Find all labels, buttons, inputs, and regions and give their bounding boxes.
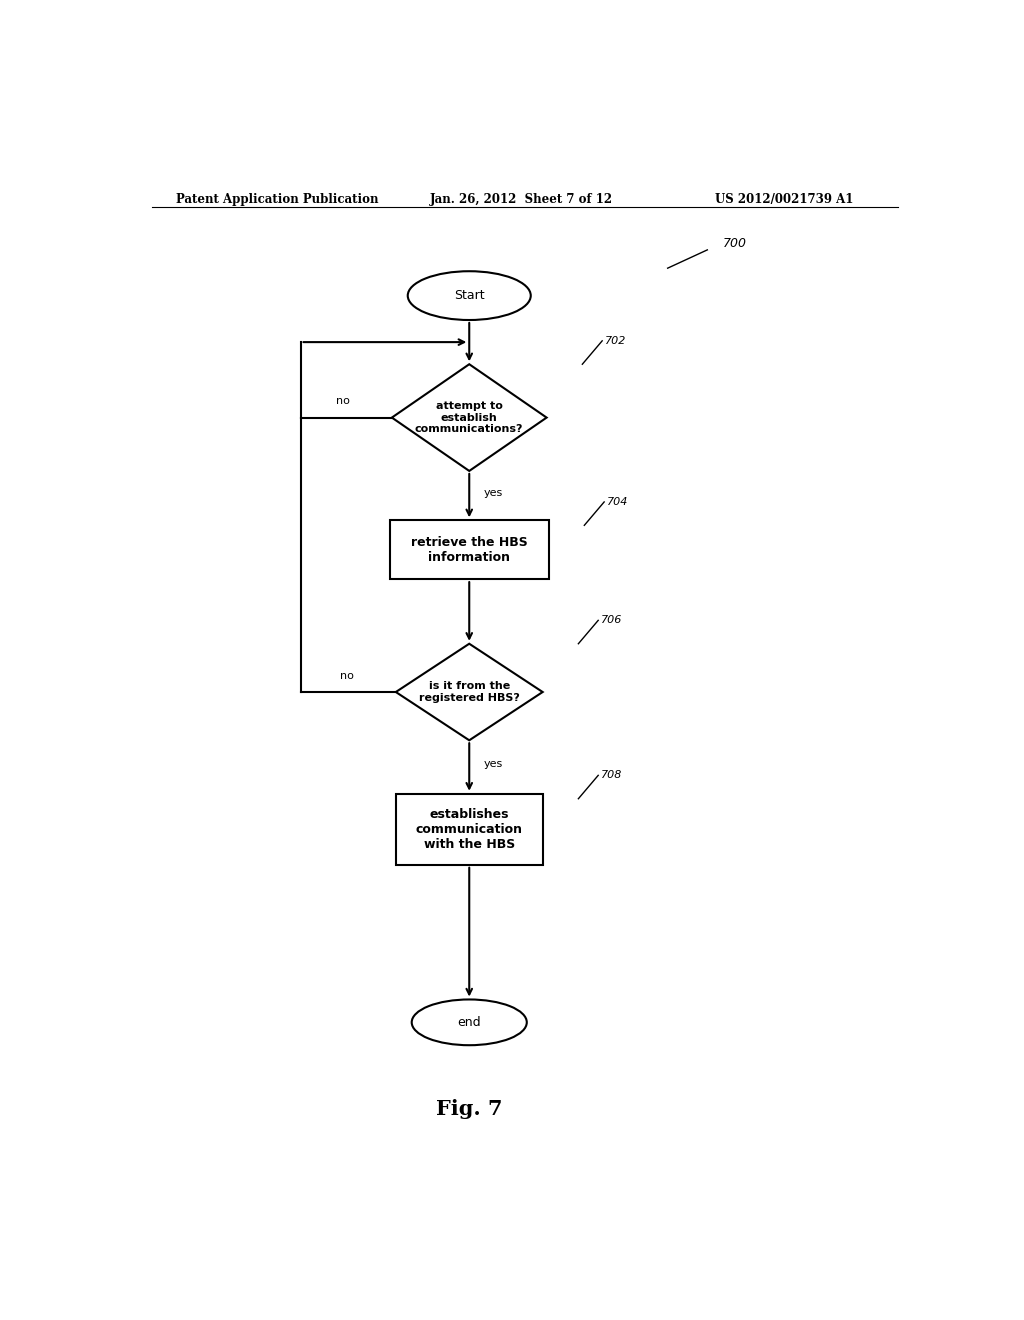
- Text: 708: 708: [601, 771, 622, 780]
- Text: no: no: [340, 671, 354, 681]
- Text: 706: 706: [601, 615, 622, 626]
- Text: retrieve the HBS
information: retrieve the HBS information: [411, 536, 527, 564]
- Text: end: end: [458, 1016, 481, 1028]
- Text: Jan. 26, 2012  Sheet 7 of 12: Jan. 26, 2012 Sheet 7 of 12: [430, 193, 612, 206]
- Text: Start: Start: [454, 289, 484, 302]
- Text: establishes
communication
with the HBS: establishes communication with the HBS: [416, 808, 522, 850]
- Polygon shape: [392, 364, 547, 471]
- Text: Fig. 7: Fig. 7: [436, 1098, 503, 1119]
- Text: no: no: [336, 396, 350, 407]
- Text: 702: 702: [604, 335, 626, 346]
- Bar: [390, 520, 549, 579]
- Text: Patent Application Publication: Patent Application Publication: [176, 193, 378, 206]
- Text: US 2012/0021739 A1: US 2012/0021739 A1: [715, 193, 854, 206]
- Text: yes: yes: [483, 487, 503, 498]
- Text: is it from the
registered HBS?: is it from the registered HBS?: [419, 681, 520, 702]
- Text: attempt to
establish
communications?: attempt to establish communications?: [415, 401, 523, 434]
- Text: 704: 704: [606, 498, 628, 507]
- Text: 700: 700: [723, 236, 748, 249]
- Bar: [396, 793, 543, 865]
- Text: yes: yes: [483, 759, 503, 770]
- Polygon shape: [396, 644, 543, 741]
